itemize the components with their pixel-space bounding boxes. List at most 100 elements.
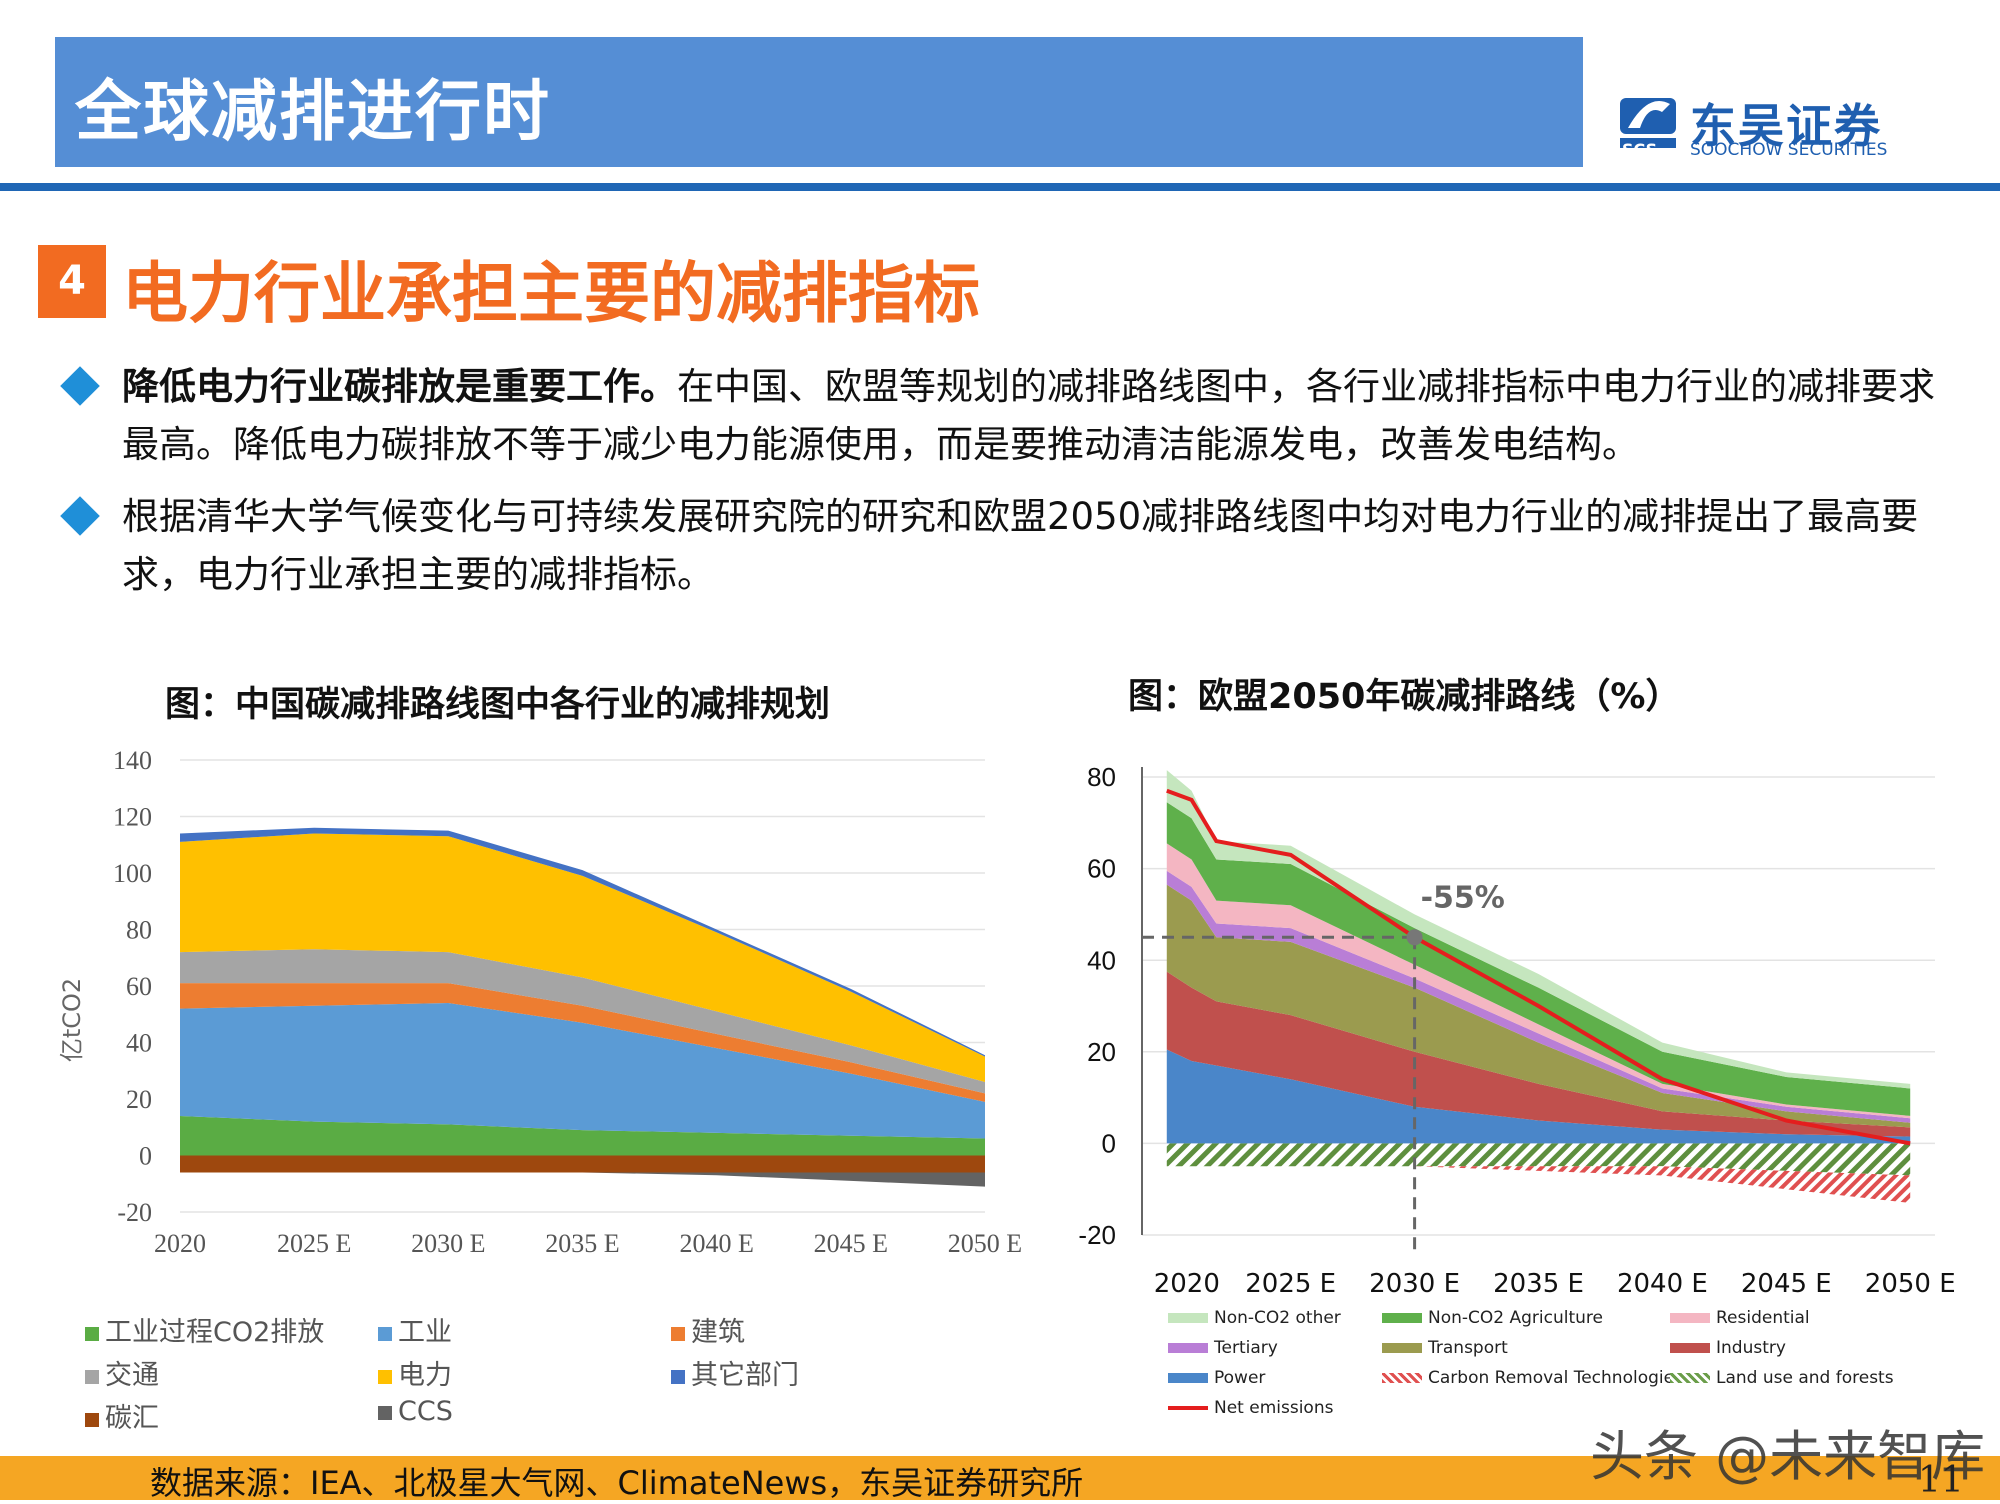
legend-label: Net emissions [1214,1398,1334,1418]
x-tick-label: 2045 E [814,1229,888,1258]
area-non-co2-agriculture [1166,802,1911,1116]
page-title: 全球减排进行时 [75,73,551,150]
legend-label: Land use and forests [1716,1368,1894,1388]
legend-label: Tertiary [1214,1338,1278,1358]
area-交通 [180,949,985,1094]
y-tick-label: -20 [117,1198,152,1227]
x-tick-label: 2020 [1154,1269,1220,1299]
china-chart-legend: 工业过程CO2排放 工业 建筑交通 电力 其它部门碳汇 CCS [85,1310,965,1440]
legend-swatch [85,1326,99,1341]
legend-item: 工业过程CO2排放 [85,1310,324,1349]
logo-subtitle: SOOCHOW SECURITIES [1690,140,1888,160]
y-tick-label: 0 [1102,1129,1116,1159]
area-其它部门 [180,827,985,1057]
legend-label: Non-CO2 Agriculture [1428,1308,1603,1328]
legend-swatch [85,1369,99,1384]
legend-swatch [671,1326,685,1341]
legend-swatch [1168,1343,1208,1353]
y-tick-label: 60 [126,972,152,1001]
y-tick-label: 140 [113,746,152,775]
china-emissions-chart: -20 0 20 40 60 80 100 120 140 2020 2025 E 2030 E 203… [58,746,1022,1258]
x-tick-label: 2045 E [1741,1269,1832,1299]
area-carbon-removal-technologies [1166,1166,1911,1203]
legend-swatch [85,1412,99,1427]
legend-item: Non-CO2 Agriculture [1382,1308,1603,1328]
legend-label: 碳汇 [105,1403,159,1434]
legend-item: Land use and forests [1670,1368,1894,1388]
legend-item: Industry [1670,1338,1786,1358]
legend-label: Residential [1716,1308,1810,1328]
y-tick-label: 80 [126,916,152,945]
y-tick-label: 20 [126,1085,152,1114]
legend-swatch [378,1369,392,1384]
legend-item: Power [1168,1368,1265,1388]
logo-name: 东吴证券 [1690,99,1882,153]
eu-chart-legend: Non-CO2 other Non-CO2 Agriculture Resident… [1168,1308,1948,1428]
diamond-bullet-icon [60,366,100,406]
legend-item: Non-CO2 other [1168,1308,1341,1328]
legend-item: 建筑 [671,1310,745,1349]
y-tick-label: -20 [1078,1220,1116,1250]
logo-mark: SCS [1622,140,1658,159]
area-电力 [180,833,985,1083]
area-transport [1166,884,1911,1128]
section-number-badge: 4 [38,245,106,318]
diamond-bullet-icon [60,496,100,536]
legend-swatch [1670,1313,1710,1323]
watermark: 头条 @未来智库 [1590,1425,1986,1488]
legend-label: 工业过程CO2排放 [105,1317,325,1348]
legend-item: 碳汇 [85,1396,159,1435]
bullet-paragraph-2: 根据清华大学气候变化与可持续发展研究院的研究和欧盟2050减排路线图中均对电力行… [122,488,1952,604]
legend-swatch [1670,1343,1710,1353]
x-tick-label: 2035 E [545,1229,619,1258]
legend-item: Residential [1670,1308,1810,1328]
bullet-1-bold: 降低电力行业碳排放是重要工作。 [122,365,677,408]
annotation-point [1406,929,1423,946]
legend-swatch [671,1369,685,1384]
x-tick-label: 2050 E [948,1229,1022,1258]
y-tick-label: 0 [139,1142,152,1171]
title-banner [55,37,1583,167]
x-tick-label: 2035 E [1493,1269,1584,1299]
y-tick-label: 40 [126,1029,152,1058]
legend-swatch [1382,1343,1422,1353]
legend-label: 其它部门 [691,1360,799,1391]
legend-swatch [1670,1373,1710,1383]
legend-item: CCS [378,1396,453,1427]
legend-label: Industry [1716,1338,1786,1358]
area-碳汇 [180,1155,985,1173]
legend-label: Non-CO2 other [1214,1308,1341,1328]
soochow-logo-icon [1620,98,1676,148]
legend-item: 其它部门 [671,1353,799,1392]
legend-label: Power [1214,1368,1266,1388]
x-tick-label: 2050 E [1865,1269,1956,1299]
area-工业过程co2排放 [180,1115,985,1156]
legend-item: 工业 [378,1310,452,1349]
area-建筑 [180,983,985,1102]
area-industry [1166,971,1911,1137]
area-power [1166,1049,1911,1144]
chart-title-china: 图：中国碳减排路线图中各行业的减排规划 [165,685,831,725]
area-land-use-and-forests [1166,1143,1911,1176]
legend-label: 交通 [105,1360,159,1391]
y-tick-label: 80 [1087,762,1116,792]
legend-item: Transport [1382,1338,1508,1358]
footer-bar [0,1456,2000,1500]
chart-title-eu: 图：欧盟2050年碳减排路线（%） [1128,677,1681,717]
x-tick-label: 2025 E [277,1229,351,1258]
legend-label: Carbon Removal Technologies [1428,1368,1683,1388]
legend-label: 工业 [398,1317,452,1348]
data-source: 数据来源：IEA、北极星大气网、ClimateNews，东吴证券研究所 [150,1464,1084,1502]
legend-swatch [1168,1406,1208,1410]
y-tick-label: 60 [1087,854,1116,884]
header-divider [0,183,2000,191]
page-number: 11 [1918,1460,1964,1501]
bullet-1-text: 在中国、欧盟等规划的减排路线图中，各行业减排指标中电力行业的减排要求最高。降低电… [122,365,1935,466]
bullet-paragraph-1: 降低电力行业碳排放是重要工作。在中国、欧盟等规划的减排路线图中，各行业减排指标中… [122,358,1952,474]
legend-label: 电力 [398,1360,452,1391]
area-ccs [180,1172,985,1187]
x-tick-label: 2025 E [1245,1269,1336,1299]
legend-swatch [378,1405,392,1420]
legend-swatch [1168,1373,1208,1383]
legend-label: Transport [1428,1338,1508,1358]
